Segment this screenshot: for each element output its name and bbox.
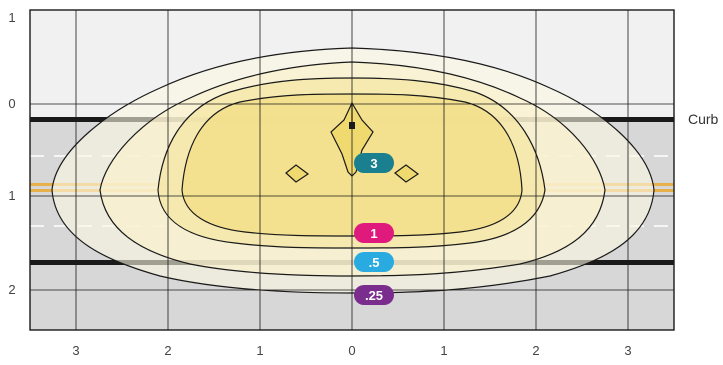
badge-05-label: .5 (369, 255, 380, 270)
x-tick: 0 (348, 343, 355, 358)
y-tick: 2 (8, 282, 15, 297)
badge-3: 3 (354, 153, 394, 173)
x-tick: 3 (72, 343, 79, 358)
badge-025-label: .25 (365, 288, 383, 303)
contour-3-right-island (394, 164, 420, 183)
plot-frame (29, 9, 675, 331)
x-tick: 1 (256, 343, 263, 358)
y-tick: 0 (8, 96, 15, 111)
x-tick: 3 (624, 343, 631, 358)
y-tick: 1 (8, 10, 15, 25)
badge-025: .25 (354, 285, 394, 305)
badge-1-label: 1 (370, 226, 377, 241)
grid-lines (30, 10, 674, 330)
badge-05: .5 (354, 252, 394, 272)
x-tick: 1 (440, 343, 447, 358)
contour-3-left-island (285, 164, 310, 183)
curb-label: Curb (688, 111, 719, 127)
x-tick: 2 (532, 343, 539, 358)
y-tick: 1 (8, 188, 15, 203)
badge-3-label: 3 (370, 156, 377, 171)
x-tick: 2 (164, 343, 171, 358)
badge-1: 1 (354, 223, 394, 243)
